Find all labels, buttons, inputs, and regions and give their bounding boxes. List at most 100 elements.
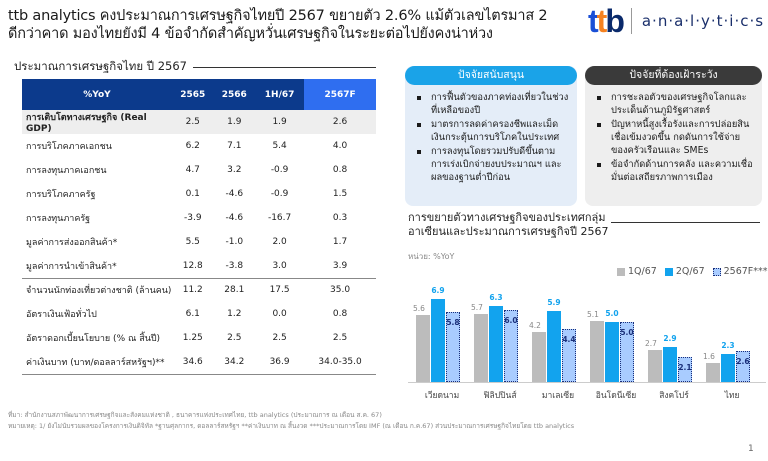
bar-f [504, 310, 518, 382]
cell-value: 1.7 [332, 237, 348, 247]
bar-group: 5.1 5.0 5.0 อินโดนีเซีย [586, 270, 646, 412]
col-header: 1H/67 [255, 79, 305, 110]
cell-value: 1.9 [213, 110, 256, 134]
cell-value: 3.2 [227, 165, 242, 175]
bar-q2 [663, 347, 677, 382]
cell-value: 0.8 [332, 165, 348, 175]
cell-value: 0.0 [272, 309, 287, 319]
category-label: อินโดนีเซีย [595, 391, 637, 401]
row-label: การลงทุนภาคเอกชน [26, 166, 107, 176]
row-label: อัตราดอกเบี้ยนโยบาย (% ณ สิ้นปี) [26, 334, 161, 344]
bar-q1 [532, 331, 546, 382]
chart-legend: 1Q/67 2Q/67 2567F*** [617, 266, 768, 277]
bar-q2 [547, 311, 561, 382]
page-title: ttb analytics คงประมาณการเศรษฐกิจไทยปี 2… [8, 7, 568, 43]
title-rule [192, 66, 376, 68]
bar-value-label: 6.9 [431, 286, 445, 296]
cell-value: 36.9 [255, 350, 305, 375]
bar-value-label: 2.3 [721, 341, 735, 351]
cell-value: 3.9 [332, 260, 348, 271]
list-item: การลงทุนโดยรวมปรับดีขึ้นตามการเร่งเบิกจ่… [417, 145, 569, 184]
cell-value: 3.0 [272, 260, 287, 271]
cell-value: -1.0 [225, 237, 244, 247]
cell-value: 34.0-35.0 [304, 350, 376, 375]
table-section-title: ประมาณการเศรษฐกิจไทย ปี 2567 [14, 58, 376, 76]
cell-value: 2.6 [304, 110, 376, 134]
bar-value-label: 6.0 [504, 316, 518, 325]
bar-q2 [489, 306, 503, 382]
footnote: หมายเหตุ: 1/ ยังไม่นับรวมผลของโครงการเงิ… [8, 422, 575, 430]
row-label: จำนวนนักท่องเที่ยวต่างชาติ (ล้านคน) [22, 277, 172, 302]
table-row: การเติบโตทางเศรษฐกิจ (Real GDP) 2.5 1.9 1.9… [22, 110, 376, 134]
cell-value: 4.7 [185, 165, 200, 175]
bar-q2 [431, 299, 445, 382]
cell-value: -3.9 [183, 213, 202, 223]
cell-value: -3.8 [225, 260, 244, 271]
cell-value: 6.1 [185, 309, 200, 319]
cell-value: 1.2 [227, 309, 242, 319]
bar-q2 [721, 354, 735, 382]
cell-value: 11.2 [172, 277, 214, 302]
cell-value: -4.6 [225, 189, 244, 199]
logo-divider [630, 8, 632, 34]
category-label: มาเลเซีย [541, 391, 575, 401]
table-row: การลงทุนภาครัฐ -3.9 -4.6 -16.7 0.3 [22, 206, 376, 230]
row-label: การบริโภคภาครัฐ [26, 190, 96, 200]
cell-value: 35.0 [304, 277, 376, 302]
category-label: ฟิลิปปินส์ [483, 391, 517, 401]
bar-group: 2.7 2.9 2.1 สิงคโปร์ [644, 270, 704, 412]
bar-value-label: 6.3 [489, 293, 503, 303]
bar-value-label: 5.0 [620, 328, 634, 337]
cell-value: 28.1 [213, 277, 256, 302]
category-label: ไทย [724, 391, 740, 401]
col-header: %YoY [22, 79, 172, 110]
cell-value: 1.5 [332, 189, 348, 199]
table-row: อัตราเงินเฟ้อทั่วไป 6.1 1.2 0.0 0.8 [22, 302, 376, 326]
chart-section-title: การขยายตัวทางเศรษฐกิจของประเทศกลุ่ม อาเซ… [408, 211, 760, 239]
cell-value: 34.2 [213, 350, 256, 375]
row-label: อัตราเงินเฟ้อทั่วไป [26, 310, 97, 320]
bar-f [562, 329, 576, 382]
bar-q1 [706, 362, 720, 382]
bar-f [620, 322, 634, 382]
list-item: การฟื้นตัวของภาคท่องเที่ยวในช่วงที่เหลือ… [417, 91, 569, 117]
bar-value-label: 4.4 [562, 335, 576, 345]
table-row: มูลค่าการส่งออกสินค้า* 5.5 -1.0 2.0 1.7 [22, 230, 376, 254]
bar-value-label: 2.9 [663, 334, 677, 344]
bar-q2 [605, 322, 619, 382]
title-rule [611, 221, 760, 223]
cell-value: 1.9 [255, 110, 305, 134]
cell-value: 2.0 [272, 237, 287, 247]
title-line-2: ดีกว่าคาด มองไทยยังมี 4 ข้อจำกัดสำคัญหวั… [8, 26, 493, 42]
list-item: มาตรการลดค่าครองชีพและเม็ดเงินกระตุ้นการ… [417, 118, 569, 144]
cell-value: -4.6 [225, 213, 244, 223]
cell-value: 1.25 [182, 333, 203, 343]
row-label: การลงทุนภาครัฐ [26, 214, 91, 224]
table-row: จำนวนนักท่องเที่ยวต่างชาติ (ล้านคน) 11.2 2… [22, 277, 376, 302]
cell-value: 6.2 [185, 141, 200, 151]
cell-value: 0.3 [332, 213, 348, 223]
support-factors-panel: ปัจจัยสนับสนุน การฟื้นตัวของภาคท่องเที่ย… [405, 66, 577, 206]
legend-item-2q67: 2Q/67 [664, 266, 705, 277]
cell-value: 2.5 [272, 333, 287, 343]
cell-value: 4.0 [332, 141, 348, 151]
table-header-row: %YoY 2565 2566 1H/67 2567F [22, 79, 376, 110]
bar-group: 4.2 5.9 4.4 มาเลเซีย [528, 270, 588, 412]
bar-value-label: 5.1 [587, 309, 599, 319]
asean-growth-bar-chart: 5.6 6.9 5.8 เวียดนาม 5.7 6.3 6.0 ฟิลิปปินส์ 4.2 5… [404, 270, 766, 412]
bar-f [446, 312, 460, 382]
cell-value: 5.5 [185, 237, 200, 247]
bar-f [678, 356, 692, 382]
bar-value-label: 1.6 [703, 351, 715, 361]
row-label: ค่าเงินบาท (บาท/ดอลลาร์สหรัฐฯ)** [22, 350, 172, 375]
legend-item-1q67: 1Q/67 [617, 266, 657, 277]
cell-value: -0.9 [270, 189, 289, 199]
cell-value: 7.1 [227, 141, 242, 151]
ttb-logo-icon: ttb [588, 3, 625, 39]
table-row: การลงทุนภาคเอกชน 4.7 3.2 -0.9 0.8 [22, 158, 376, 182]
logo-analytics-text: a·n·a·l·y·t·i·c·s [641, 12, 765, 30]
table-row: การบริโภคภาคเอกชน 6.2 7.1 5.4 4.0 [22, 134, 376, 158]
category-label: สิงคโปร์ [659, 391, 689, 401]
ttb-analytics-logo: ttb a·n·a·l·y·t·i·c·s [588, 3, 765, 39]
row-label: การบริโภคภาคเอกชน [26, 142, 112, 152]
